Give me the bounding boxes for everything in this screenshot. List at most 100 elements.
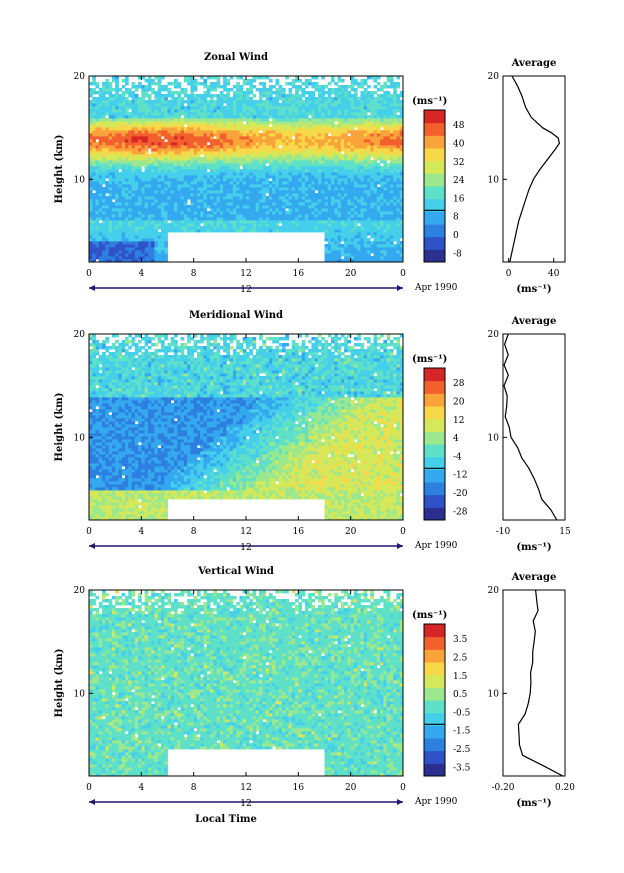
heatmap-cell — [252, 85, 257, 89]
heatmap-cell — [393, 172, 397, 176]
heatmap-cell — [138, 199, 142, 203]
heatmap-cell — [203, 163, 208, 167]
heatmap-cell — [389, 217, 394, 221]
heatmap-cell — [304, 145, 309, 149]
heatmap-cell — [216, 136, 221, 140]
heatmap-cell — [334, 112, 338, 116]
heatmap-cell — [174, 112, 178, 116]
heatmap-cell — [350, 256, 355, 260]
heatmap-cell — [124, 169, 129, 173]
heatmap-cell — [131, 232, 136, 236]
heatmap-cell — [350, 190, 355, 194]
heatmap-cell — [95, 250, 100, 254]
heatmap-cell — [246, 172, 250, 176]
heatmap-cell — [131, 175, 136, 179]
heatmap-cell — [180, 166, 185, 170]
heatmap-cell — [268, 208, 273, 212]
heatmap-cell — [386, 202, 391, 206]
heatmap-cell — [259, 178, 263, 182]
heatmap-cell — [360, 223, 365, 227]
heatmap-cell — [370, 103, 374, 107]
heatmap-cell — [376, 172, 381, 176]
heatmap-cell — [118, 118, 123, 122]
heatmap-cell — [206, 115, 211, 119]
heatmap-cell — [147, 211, 152, 215]
heatmap-cell — [124, 217, 129, 221]
heatmap-cell — [196, 130, 201, 134]
heatmap-cell — [298, 103, 302, 107]
heatmap-cell — [324, 247, 329, 251]
heatmap-cell — [151, 160, 155, 164]
heatmap-cell — [285, 214, 289, 218]
heatmap-cell — [380, 121, 384, 125]
heatmap-cell — [232, 97, 237, 101]
heatmap-cell — [187, 97, 191, 101]
heatmap-cell — [249, 205, 253, 209]
heatmap-cell — [298, 127, 302, 131]
heatmap-cell — [167, 193, 172, 197]
heatmap-cell — [164, 127, 168, 131]
heatmap-cell — [363, 97, 368, 101]
heatmap-cell — [337, 178, 342, 182]
heatmap-cell — [259, 118, 263, 122]
heatmap-cell — [288, 166, 293, 170]
heatmap-cell — [200, 121, 204, 125]
heatmap-cell — [219, 181, 224, 185]
heatmap-cell — [138, 232, 142, 236]
heatmap-cell — [160, 133, 165, 137]
heatmap-cell — [275, 136, 280, 140]
heatmap-cell — [291, 112, 296, 116]
heatmap-cell — [376, 247, 381, 251]
heatmap-cell — [242, 196, 247, 200]
heatmap-cell — [340, 136, 345, 140]
heatmap-cell — [102, 181, 106, 185]
heatmap-cell — [393, 136, 397, 140]
heatmap-cell — [151, 214, 155, 218]
heatmap-cell — [265, 127, 270, 131]
heatmap-cell — [298, 196, 302, 200]
heatmap-cell — [389, 244, 394, 248]
heatmap-cell — [396, 229, 401, 233]
heatmap-cell — [89, 217, 93, 221]
heatmap-cell — [285, 109, 289, 113]
heatmap-cell — [386, 256, 391, 260]
heatmap-cell — [134, 88, 139, 92]
heatmap-cell — [170, 124, 175, 128]
heatmap-cell — [301, 181, 306, 185]
heatmap-cell — [232, 211, 237, 215]
heatmap-cell — [147, 160, 152, 164]
heatmap-cell — [363, 145, 368, 149]
heatmap-cell — [187, 226, 191, 230]
heatmap-cell — [183, 181, 188, 185]
heatmap-cell — [203, 196, 208, 200]
heatmap-cell — [239, 199, 244, 203]
heatmap-cell — [399, 163, 404, 167]
heatmap-cell — [138, 259, 142, 263]
heatmap-cell — [281, 190, 286, 194]
heatmap-cell — [249, 214, 253, 218]
heatmap-cell — [367, 160, 371, 164]
heatmap-cell — [190, 187, 195, 191]
heatmap-cell — [259, 103, 263, 107]
heatmap-cell — [223, 88, 227, 92]
heatmap-cell — [170, 127, 175, 131]
heatmap-cell — [98, 94, 103, 98]
heatmap-cell — [347, 214, 352, 218]
heatmap-cell — [357, 208, 361, 212]
heatmap-cell — [334, 244, 338, 248]
heatmap-cell — [334, 199, 338, 203]
heatmap-cell — [160, 106, 165, 110]
heatmap-cell — [291, 199, 296, 203]
heatmap-cell — [151, 172, 155, 176]
heatmap-cell — [252, 142, 257, 146]
heatmap-cell — [242, 163, 247, 167]
heatmap-cell — [288, 109, 293, 113]
heatmap-cell — [380, 166, 384, 170]
heatmap-cell — [295, 169, 299, 173]
heatmap-cell — [353, 235, 358, 239]
heatmap-cell — [210, 220, 214, 224]
heatmap-cell — [187, 142, 191, 146]
heatmap-cell — [229, 196, 234, 200]
heatmap-cell — [210, 127, 214, 131]
heatmap-cell — [314, 223, 319, 227]
